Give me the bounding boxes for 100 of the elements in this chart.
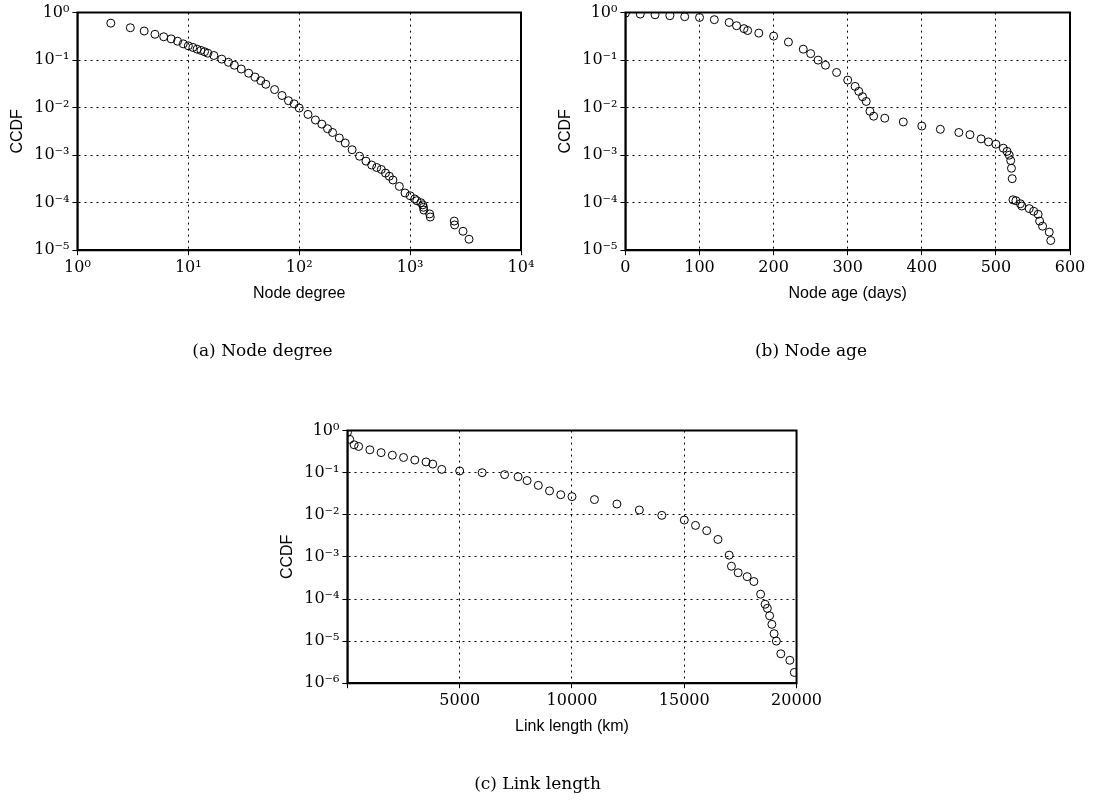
point xyxy=(739,24,749,34)
x-tick-label: 10⁰ xyxy=(64,256,91,276)
point xyxy=(1007,174,1017,184)
point xyxy=(869,111,879,121)
point xyxy=(567,492,577,502)
text: (b) Node age xyxy=(754,340,868,361)
y-tick-label: 10⁻³ xyxy=(582,144,618,164)
y-tick-label: 10⁻³ xyxy=(304,546,340,566)
point xyxy=(500,470,510,480)
x-axis-title: Node degree xyxy=(252,284,346,302)
point xyxy=(522,476,532,486)
point xyxy=(713,534,723,544)
y-tick-label: 10⁻³ xyxy=(34,144,70,164)
point xyxy=(767,619,777,629)
x-tick-label: 5000 xyxy=(439,689,481,709)
point xyxy=(1002,146,1012,156)
point xyxy=(880,113,890,123)
text: (c) Link length xyxy=(474,773,601,794)
x-tick-label: 15000 xyxy=(658,689,710,709)
y-tick-label: 10⁰ xyxy=(312,419,340,439)
y-tick-label: 10⁻⁵ xyxy=(34,239,70,259)
point xyxy=(865,106,875,116)
point xyxy=(762,603,772,613)
x-tick-label: 10³ xyxy=(396,256,424,276)
point xyxy=(556,490,566,500)
point xyxy=(635,12,645,19)
point xyxy=(349,440,359,450)
point xyxy=(1006,156,1016,166)
x-tick-label: 20000 xyxy=(771,689,822,709)
point xyxy=(421,457,431,467)
x-tick-label: 500 xyxy=(980,256,1012,276)
y-axis-title: CCDF xyxy=(278,534,296,580)
y-tick-label: 10⁻¹ xyxy=(582,49,618,69)
point xyxy=(776,649,786,659)
point xyxy=(998,143,1008,153)
y-tick-label: 10⁻⁶ xyxy=(304,672,340,692)
point xyxy=(1004,150,1014,160)
point xyxy=(806,49,816,59)
point xyxy=(898,117,908,127)
point xyxy=(983,137,993,147)
point xyxy=(679,515,689,525)
point xyxy=(820,60,830,70)
point xyxy=(354,441,364,451)
point xyxy=(785,655,795,665)
y-axis-title: CCDF xyxy=(556,108,574,154)
y-tick-label: 10⁻⁵ xyxy=(582,239,618,259)
x-axis-title: Node age (days) xyxy=(788,284,907,302)
point xyxy=(1044,227,1054,237)
point xyxy=(702,526,712,536)
point xyxy=(1046,236,1056,245)
point xyxy=(789,667,797,677)
point xyxy=(612,499,622,509)
point xyxy=(754,28,764,38)
point xyxy=(1033,209,1043,219)
y-tick-label: 10⁰ xyxy=(590,1,618,21)
point xyxy=(850,81,860,91)
y-tick-label: 10⁰ xyxy=(42,1,70,21)
point xyxy=(732,21,742,31)
x-tick-label: 0 xyxy=(620,256,631,276)
point xyxy=(533,480,543,490)
point xyxy=(832,67,842,77)
y-tick-label: 10⁻⁴ xyxy=(304,588,340,608)
point xyxy=(935,124,945,134)
point xyxy=(769,31,779,41)
point xyxy=(917,121,927,131)
point xyxy=(387,450,397,460)
x-tick-label: 10² xyxy=(285,256,313,276)
y-tick-label: 10⁻² xyxy=(582,96,618,116)
point xyxy=(733,568,743,578)
point xyxy=(976,134,986,144)
point xyxy=(760,599,770,609)
x-tick-label: 200 xyxy=(758,256,789,276)
point xyxy=(798,44,808,54)
x-axis-title: Link length (km) xyxy=(515,717,629,735)
y-tick-label: 10⁻¹ xyxy=(34,49,70,69)
point xyxy=(437,464,447,474)
point xyxy=(680,12,690,22)
point xyxy=(813,55,823,65)
point xyxy=(756,589,766,599)
text: (a) Node degree xyxy=(192,340,333,361)
point xyxy=(965,130,975,140)
point xyxy=(545,486,555,496)
x-tick-label: 400 xyxy=(906,256,938,276)
point xyxy=(749,577,759,587)
point xyxy=(1024,204,1034,214)
x-tick-label: 300 xyxy=(832,256,863,276)
point xyxy=(634,505,644,515)
point xyxy=(709,15,719,25)
point xyxy=(589,495,599,505)
x-tick-label: 600 xyxy=(1054,256,1086,276)
x-tick-label: 10000 xyxy=(546,689,598,709)
point xyxy=(1035,216,1045,226)
y-tick-label: 10⁻¹ xyxy=(304,461,340,481)
point xyxy=(428,459,438,469)
point xyxy=(726,561,736,571)
point xyxy=(765,611,775,621)
point xyxy=(843,75,853,85)
x-tick-label: 10⁴ xyxy=(507,256,535,276)
y-tick-label: 10⁻² xyxy=(304,503,340,523)
point xyxy=(665,12,675,21)
